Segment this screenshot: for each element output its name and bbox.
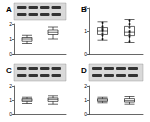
svg-text:2: 2 xyxy=(84,83,87,89)
svg-text:2: 2 xyxy=(9,83,12,89)
svg-text:1: 1 xyxy=(84,28,87,34)
svg-text:B: B xyxy=(81,5,87,14)
svg-text:D: D xyxy=(81,66,87,75)
svg-text:2: 2 xyxy=(9,21,12,27)
svg-text:0: 0 xyxy=(84,111,87,117)
svg-text:0: 0 xyxy=(9,111,12,117)
svg-text:1: 1 xyxy=(84,97,87,103)
svg-text:1: 1 xyxy=(9,36,12,42)
svg-text:A: A xyxy=(6,5,12,14)
svg-text:1: 1 xyxy=(9,97,12,103)
svg-text:0: 0 xyxy=(9,51,12,57)
svg-text:0: 0 xyxy=(84,51,87,57)
svg-text:C: C xyxy=(6,66,12,75)
